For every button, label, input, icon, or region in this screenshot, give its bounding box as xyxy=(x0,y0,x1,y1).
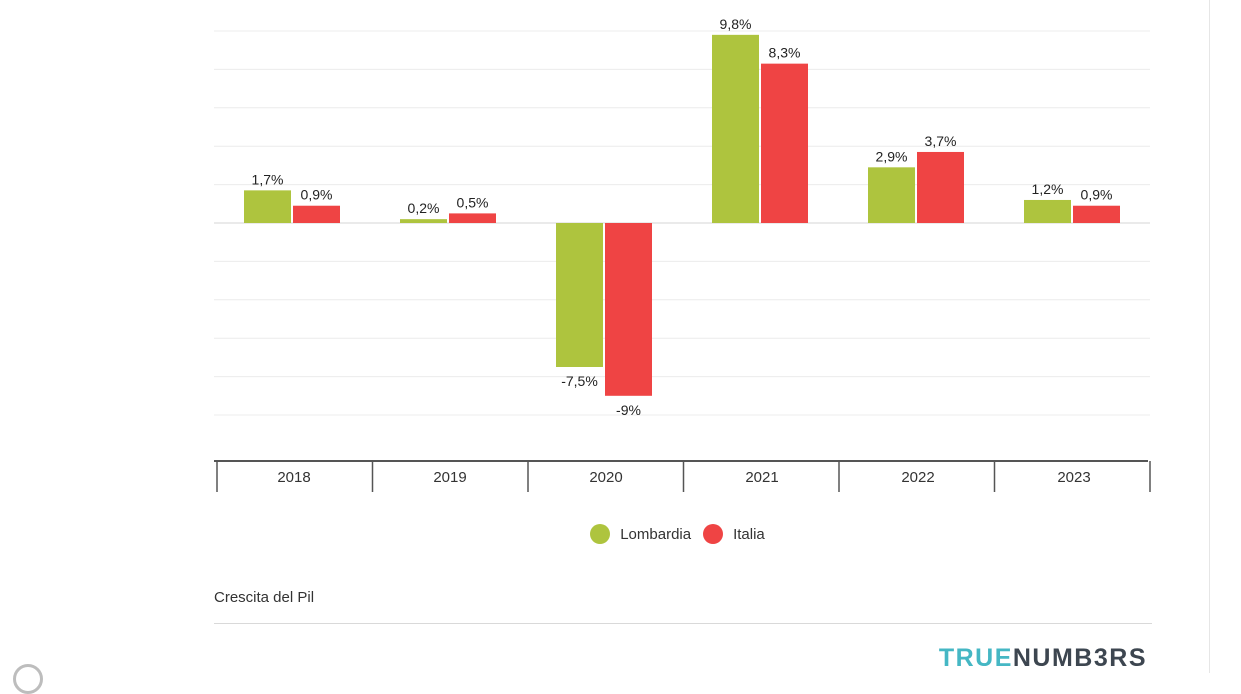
legend-label-lombardia: Lombardia xyxy=(620,525,692,543)
data-label: 9,8% xyxy=(720,16,752,32)
bar-lombardia xyxy=(400,219,447,223)
data-label: -7,5% xyxy=(561,373,598,389)
legend-dot-lombardia xyxy=(590,524,611,544)
x-tick-label: 2019 xyxy=(433,469,466,486)
x-tick-label: 2022 xyxy=(901,469,934,486)
data-label: 1,2% xyxy=(1032,181,1064,197)
legend-item-lombardia[interactable]: Lombardia xyxy=(590,524,691,544)
chart-caption: Crescita del Pil xyxy=(214,589,315,606)
bar-italia xyxy=(1073,205,1120,223)
data-label: 3,7% xyxy=(925,133,957,149)
data-label: 2,9% xyxy=(876,148,908,164)
bar-italia xyxy=(917,151,964,223)
bar-lombardia xyxy=(868,167,915,223)
data-label: 1,7% xyxy=(252,171,284,187)
bar-lombardia xyxy=(1024,199,1071,223)
data-label: 0,5% xyxy=(457,194,489,210)
data-label: -9% xyxy=(616,402,641,418)
chart-legend: Lombardia Italia xyxy=(0,521,1241,547)
bar-lombardia xyxy=(556,223,603,367)
bar-italia xyxy=(293,205,340,223)
legend-label-italia: Italia xyxy=(733,525,765,543)
data-label: 0,9% xyxy=(301,187,333,203)
bar-italia xyxy=(449,213,496,223)
legend-dot-italia xyxy=(703,524,724,544)
x-tick-label: 2021 xyxy=(745,469,778,486)
x-tick-label: 2023 xyxy=(1057,469,1090,486)
bar-chart: 2018 2019 2020 2021 2022 2023 1,7% 0,9% 0,2% 0,5%… xyxy=(214,16,1151,492)
data-label: 0,2% xyxy=(408,200,440,216)
legend-item-italia[interactable]: Italia xyxy=(703,524,765,544)
x-tick-label: 2018 xyxy=(277,469,310,486)
bar-lombardia xyxy=(244,190,291,223)
brand-logo-part2: NUMB3RS xyxy=(1012,644,1147,672)
bar-italia xyxy=(761,63,808,223)
bar-italia xyxy=(605,223,652,396)
caption-divider xyxy=(214,623,1152,624)
x-tick-label: 2020 xyxy=(589,469,622,486)
brand-logo: TRUENUMB3RS xyxy=(939,644,1147,673)
data-label: 8,3% xyxy=(769,45,801,61)
circle-icon[interactable] xyxy=(13,664,43,694)
brand-logo-part1: TRUE xyxy=(938,644,1013,672)
data-label: 0,9% xyxy=(1081,187,1113,203)
bar-lombardia xyxy=(712,34,759,224)
page-right-border xyxy=(1209,0,1210,673)
